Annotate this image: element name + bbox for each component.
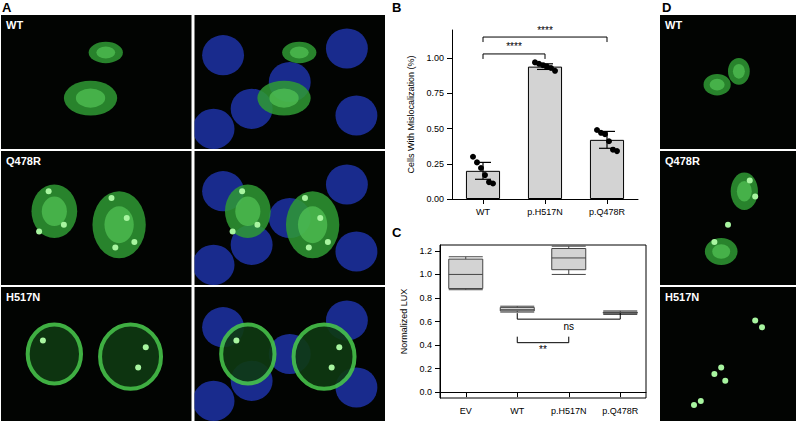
svg-text:p.Q478R: p.Q478R [602,406,639,416]
html-text:B: B [392,0,402,15]
svg-text:WT: WT [6,19,23,31]
svg-text:1.2: 1.2 [419,246,432,256]
svg-text:Q478R: Q478R [6,155,41,167]
svg-text:0.50: 0.50 [426,124,444,134]
svg-text:H517N: H517N [665,291,699,303]
svg-text:Cells With Mislocalization (%): Cells With Mislocalization (%) [406,55,416,173]
svg-text:p.H517N: p.H517N [527,207,563,217]
svg-text:0.2: 0.2 [419,364,432,374]
svg-text:0.8: 0.8 [419,293,432,303]
svg-text:0.6: 0.6 [419,317,432,327]
svg-text:H517N: H517N [6,291,40,303]
html-text:C: C [392,225,402,240]
html-text:A: A [2,0,12,15]
html-text:D: D [662,0,672,15]
svg-text:1.0: 1.0 [419,269,432,279]
svg-text:****: **** [537,25,553,36]
svg-text:EV: EV [460,406,472,416]
svg-text:WT: WT [476,207,490,217]
svg-text:Q478R: Q478R [665,155,700,167]
svg-text:0.4: 0.4 [419,340,432,350]
svg-text:0.00: 0.00 [426,194,444,204]
svg-text:p.Q478R: p.Q478R [589,207,626,217]
svg-text:0.25: 0.25 [426,159,444,169]
svg-text:0.0: 0.0 [419,387,432,397]
svg-text:1.00: 1.00 [426,53,444,63]
svg-text:ns: ns [563,321,574,332]
svg-text:**: ** [539,344,547,355]
svg-text:WT: WT [665,19,682,31]
svg-text:0.75: 0.75 [426,88,444,98]
svg-text:WT: WT [510,406,524,416]
svg-text:Normalized LUX: Normalized LUX [399,289,409,355]
svg-text:p.H517N: p.H517N [551,406,587,416]
svg-text:****: **** [506,41,522,52]
